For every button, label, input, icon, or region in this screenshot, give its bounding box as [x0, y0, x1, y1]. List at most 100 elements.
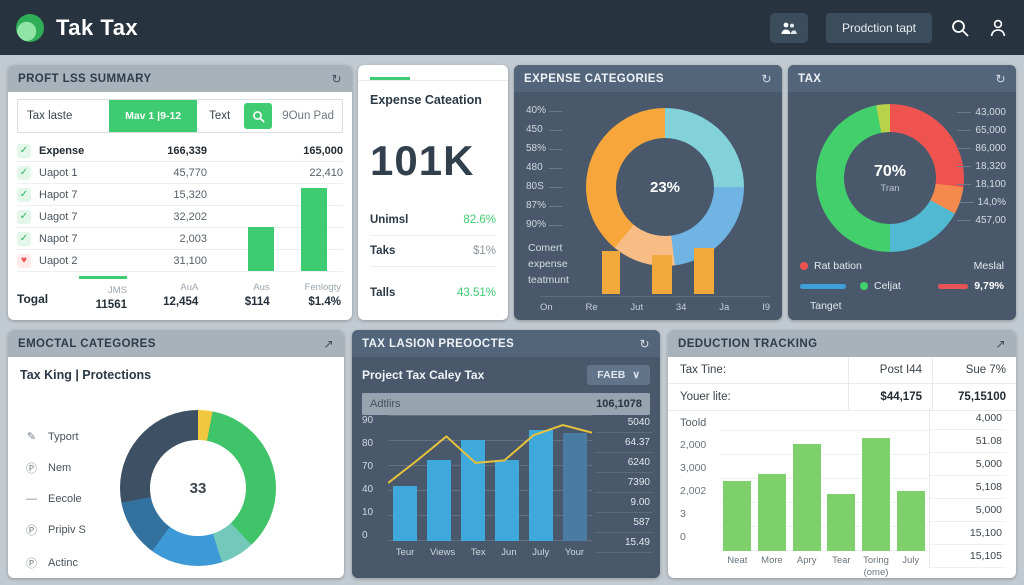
expense-table: ✓ Expense 166,339 165,000 ✓ Uapot 1 45,7… — [17, 140, 343, 272]
green-dot-icon — [860, 282, 868, 290]
share-icon[interactable]: ↗ — [995, 336, 1006, 351]
total-column: JMS 11561 — [79, 276, 127, 311]
search-button[interactable] — [244, 103, 273, 129]
text-filter-field[interactable]: Text — [209, 110, 231, 122]
y-axis-label: 0 — [680, 531, 686, 543]
side-value: 9.00 — [596, 493, 652, 513]
donut-center-label: Tran — [880, 182, 900, 194]
panel-body: Tax laste Mav 1 |9-12 Text 9Oun Pad ✓ Ex… — [8, 99, 352, 320]
info-value-1: $44,175 — [848, 384, 932, 410]
refresh-icon[interactable]: ↻ — [995, 71, 1006, 86]
info-value-2: Sue 7% — [932, 357, 1016, 383]
metric-row: Taks $1% — [370, 236, 496, 267]
legend-label: Celjat — [874, 280, 901, 292]
y-axis-label: 40 — [362, 484, 374, 495]
totals-row: Togal JMS 11561 AuA 12,454 Aus $114 Fenl… — [17, 276, 341, 311]
panel-body: Tax King | Protections ✎ Typort Ⓟ Nem — … — [8, 368, 344, 578]
x-axis-label: Teur — [395, 547, 415, 558]
metric-value: $1% — [472, 245, 496, 257]
table-row[interactable]: ♥ Uapot 2 31,100 — [17, 250, 343, 272]
category-item[interactable]: ✎ Typort — [24, 430, 86, 444]
total-column: Fenlogty $1.4% — [293, 276, 341, 311]
refresh-icon[interactable]: ↻ — [761, 71, 772, 86]
side-value: 6240 — [596, 453, 652, 473]
dropdown-value: FAEB — [597, 369, 626, 381]
y-axis-label: 80S — [526, 181, 563, 194]
metric-value: 82.6% — [463, 214, 496, 226]
table-row[interactable]: ✓ Expense 166,339 165,000 — [17, 140, 343, 162]
y-axis-label: 70 — [362, 461, 374, 472]
sub-header: Project Tax Caley Tax FAEB ∨ — [352, 357, 660, 391]
total-column: Aus $114 — [222, 276, 270, 311]
y-axis-label: 0 — [362, 530, 368, 541]
y-axis-label: 480 — [526, 162, 563, 175]
profile-icon[interactable] — [988, 18, 1008, 38]
row-value: 45,770 — [173, 166, 207, 179]
side-value: 15.49 — [596, 533, 652, 553]
production-button[interactable]: Prodction tapt — [825, 12, 932, 43]
share-icon[interactable]: ↗ — [323, 336, 334, 351]
x-axis-label: Your — [564, 547, 585, 558]
total-columns: JMS 11561 AuA 12,454 Aus $114 Fenlogty $… — [79, 276, 341, 311]
faeb-dropdown[interactable]: FAEB ∨ — [587, 365, 650, 385]
note-line: Comert — [528, 242, 563, 254]
chart-note: Comert expense teatmunt — [528, 242, 569, 286]
search-icon[interactable] — [950, 18, 970, 38]
table-row[interactable]: ✓ Uapot 1 45,770 22,410 — [17, 162, 343, 184]
y-axis-label: 90 — [362, 415, 374, 426]
refresh-icon[interactable]: ↻ — [639, 336, 650, 351]
panel-title: EMOCTAL CATEGORES — [18, 337, 156, 350]
legend-row: Tanget — [800, 300, 1004, 312]
tax-filter-field[interactable]: Tax laste — [27, 110, 73, 122]
line-series — [388, 415, 592, 541]
y-axis-label: 40% — [526, 105, 563, 118]
app-title: Tak Tax — [56, 14, 139, 40]
x-axis-label: Tex — [470, 547, 486, 558]
column-value: 11561 — [95, 299, 127, 311]
profit-loss-panel: PROFT LSS SUMMARY ↻ Tax laste Mav 1 |9-1… — [8, 65, 352, 320]
big-metric: 101K — [370, 137, 475, 184]
table-row[interactable]: ✓ Hapot 7 15,320 — [17, 184, 343, 206]
row-name: Uapot 2 — [39, 254, 78, 267]
side-value: 4,000 — [930, 407, 1006, 430]
category-item[interactable]: Ⓟ Nem — [24, 460, 86, 476]
search-input[interactable]: 9Oun Pad — [282, 110, 334, 122]
side-value-list: 5040 64.37 6240 7390 9.00 587 15.49 — [596, 413, 652, 553]
category-icon: Ⓟ — [26, 525, 37, 537]
donut-center: 23% — [586, 108, 744, 266]
team-button[interactable] — [769, 12, 808, 43]
table-row[interactable]: ✓ Napot 7 2,003 — [17, 228, 343, 250]
expense-donut-chart[interactable]: 23% — [586, 108, 744, 266]
blue-line-icon — [800, 283, 846, 289]
top-bar: Tak Tax Prodction tapt — [0, 0, 1024, 55]
panel-header: TAX LASION PREOOCTES ↻ — [352, 330, 660, 357]
table-row[interactable]: ✓ Uagot 7 32,202 — [17, 206, 343, 228]
legend-label: Tanget — [810, 300, 842, 312]
x-axis-label: Jun — [501, 547, 517, 558]
row-value: 32,202 — [173, 210, 207, 223]
panel-body: 40% 450 58% 480 80S 87% 90% 23% Comert expense t… — [514, 92, 782, 320]
x-axis-label: On — [540, 302, 553, 313]
date-range-button[interactable]: Mav 1 |9-12 — [109, 100, 198, 132]
legend-label: Rat bation — [814, 260, 862, 272]
tax-donut-chart[interactable]: 70% Tran — [816, 104, 964, 252]
refresh-icon[interactable]: ↻ — [331, 71, 342, 86]
tax-value: 14,0% — [959, 197, 1006, 208]
category-item[interactable]: Ⓟ Actinc — [24, 555, 86, 571]
tax-value-list: 43,000 65,000 86,000 18,320 18,100 14,0% 457,0… — [957, 107, 1006, 226]
info-label: Youer lite: — [680, 391, 731, 403]
emoctal-donut-chart[interactable]: 33 — [120, 410, 276, 566]
x-axis-label: Jut — [630, 302, 644, 313]
column-header: JMS — [108, 285, 127, 296]
category-item[interactable]: — Eecole — [24, 493, 86, 505]
category-label: Pripiv S — [48, 524, 86, 536]
adtlirs-input[interactable]: Adtlirs 106,1078 — [362, 393, 650, 415]
panel-header: TAX ↻ — [788, 65, 1016, 92]
total-column: AuA 12,454 — [150, 276, 198, 311]
note-line: teatmunt — [528, 274, 569, 286]
mini-bar — [602, 224, 620, 294]
column-header: AuA — [180, 282, 199, 293]
row-value-2: 22,410 — [309, 166, 343, 179]
category-item[interactable]: Ⓟ Pripiv S — [24, 522, 86, 538]
